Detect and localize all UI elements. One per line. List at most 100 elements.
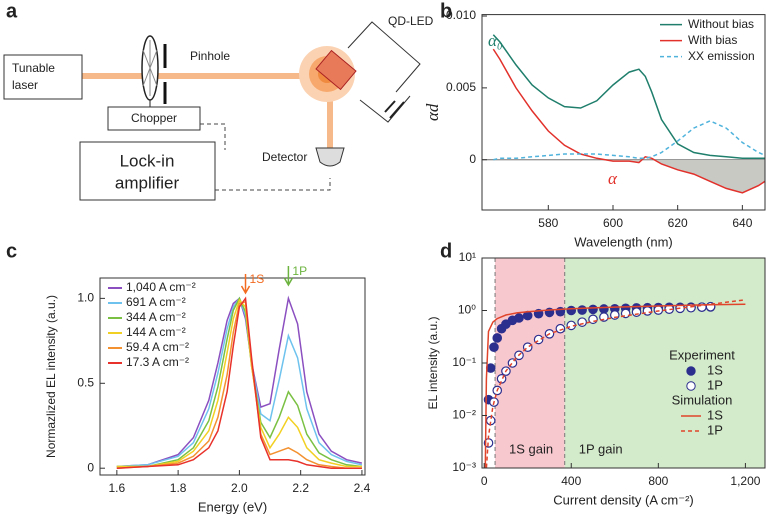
y-tick-label: 10⁻¹ bbox=[452, 355, 476, 369]
x-axis-label: Current density (A cm⁻²) bbox=[553, 492, 694, 507]
legend-swatch bbox=[686, 381, 696, 391]
annotation-arrow bbox=[240, 274, 251, 295]
region bbox=[564, 258, 765, 468]
region bbox=[495, 258, 565, 468]
laser-label: Tunable bbox=[12, 61, 55, 75]
data-point bbox=[642, 306, 653, 316]
data-line bbox=[485, 299, 746, 468]
qd-led-label: QD-LED bbox=[388, 14, 434, 28]
data-point bbox=[653, 305, 664, 315]
chopper-label: Chopper bbox=[131, 111, 177, 125]
y-tick-label: 1.0 bbox=[77, 291, 94, 305]
x-tick-label: 640 bbox=[732, 216, 752, 230]
laser-box bbox=[3, 54, 83, 100]
plot-frame bbox=[99, 277, 366, 476]
x-tick-label: 2.0 bbox=[231, 481, 248, 495]
data-point bbox=[555, 323, 566, 334]
data-line bbox=[492, 48, 765, 194]
panel-label: a bbox=[6, 0, 18, 22]
x-tick-label: 580 bbox=[538, 216, 558, 230]
data-line bbox=[116, 296, 362, 469]
y-tick-label: 0.010 bbox=[446, 8, 476, 22]
legend-label: 1P bbox=[707, 377, 723, 392]
y-tick-label: 10⁰ bbox=[458, 303, 476, 317]
y-tick-label: 0 bbox=[469, 152, 476, 166]
detector-icon bbox=[315, 147, 345, 167]
led-circuit bbox=[347, 21, 421, 123]
data-point bbox=[514, 313, 524, 323]
x-tick-label: 2.4 bbox=[354, 481, 371, 495]
region-label: 1S gain bbox=[509, 441, 553, 456]
chopper-box bbox=[107, 106, 201, 131]
x-tick-label: 400 bbox=[561, 474, 581, 488]
legend-label: XX emission bbox=[688, 49, 755, 63]
y-axis-label: EL intensity (a.u.) bbox=[426, 317, 440, 410]
legend-label: 144 A cm⁻² bbox=[126, 325, 186, 339]
pinhole-label: Pinhole bbox=[190, 49, 230, 63]
negative-area bbox=[604, 159, 765, 193]
x-axis-label: Wavelength (nm) bbox=[574, 234, 673, 249]
data-line bbox=[484, 303, 746, 468]
signal-wires bbox=[200, 123, 331, 191]
data-point bbox=[492, 333, 503, 343]
panel-label: c bbox=[6, 240, 17, 262]
legend-label: 1S bbox=[707, 362, 723, 377]
legend-group-title: Simulation bbox=[672, 392, 733, 407]
setup-diagram: a Tunable laser Pinhole Chopper Lock-in … bbox=[3, 0, 434, 201]
annotation-arrow bbox=[283, 266, 294, 287]
x-tick-label: 620 bbox=[668, 216, 688, 230]
x-tick-label: 1.6 bbox=[109, 481, 126, 495]
y-tick-label: 0 bbox=[87, 460, 94, 474]
data-point bbox=[599, 304, 609, 314]
region-label: 1P gain bbox=[579, 441, 623, 456]
legend-label: 691 A cm⁻² bbox=[126, 295, 186, 309]
x-tick-label: 2.2 bbox=[292, 481, 309, 495]
legend-group-title: Experiment bbox=[669, 347, 735, 362]
lock-in-box bbox=[79, 141, 216, 201]
panel-label: d bbox=[440, 240, 452, 262]
x-tick-label: 600 bbox=[603, 216, 623, 230]
data-point bbox=[588, 304, 598, 315]
laser-label: laser bbox=[12, 78, 38, 92]
x-axis-label: Energy (eV) bbox=[198, 499, 267, 514]
y-tick-label: 0.5 bbox=[77, 375, 94, 389]
panel-label: b bbox=[440, 0, 452, 22]
qd-led-chip bbox=[315, 49, 357, 91]
data-point bbox=[489, 342, 499, 352]
plot-area bbox=[116, 295, 363, 469]
lock-in-label: Lock-in bbox=[120, 151, 175, 170]
annotation: 1P bbox=[292, 264, 307, 278]
y-tick-label: 10¹ bbox=[459, 250, 476, 264]
data-line bbox=[493, 120, 765, 161]
y-tick-label: 10⁻³ bbox=[452, 460, 476, 474]
y-tick-label: 10⁻² bbox=[452, 408, 476, 422]
plot-area bbox=[483, 258, 765, 468]
legend-swatch bbox=[686, 366, 696, 376]
annotation: α₀ bbox=[488, 31, 503, 50]
data-point bbox=[566, 305, 577, 316]
y-axis-label: αd bbox=[423, 103, 442, 121]
data-line bbox=[492, 34, 765, 160]
legend-label: 17.3 A cm⁻² bbox=[126, 355, 189, 369]
legend-label: 344 A cm⁻² bbox=[126, 310, 186, 324]
data-point bbox=[631, 307, 642, 317]
annotation: 1S bbox=[250, 272, 265, 286]
annotation: α bbox=[608, 169, 618, 188]
legend-label: 59.4 A cm⁻² bbox=[126, 340, 189, 354]
battery bbox=[384, 100, 405, 119]
chopper-spokes bbox=[142, 40, 158, 96]
legend-label: 1S bbox=[707, 407, 723, 422]
plot-area bbox=[482, 34, 765, 194]
data-point bbox=[577, 305, 587, 315]
y-axis-label: Normazlized EL intensity (a.u.) bbox=[44, 295, 58, 458]
x-tick-label: 1.8 bbox=[170, 481, 187, 495]
legend-label: 1P bbox=[707, 422, 723, 437]
detector-label: Detector bbox=[262, 150, 307, 164]
x-tick-label: 800 bbox=[648, 474, 668, 488]
legend-label: 1,040 A cm⁻² bbox=[126, 280, 196, 294]
lock-in-label: amplifier bbox=[115, 173, 180, 192]
qd-led bbox=[315, 49, 357, 91]
data-point bbox=[577, 317, 587, 327]
legend-label: With bias bbox=[688, 33, 737, 47]
